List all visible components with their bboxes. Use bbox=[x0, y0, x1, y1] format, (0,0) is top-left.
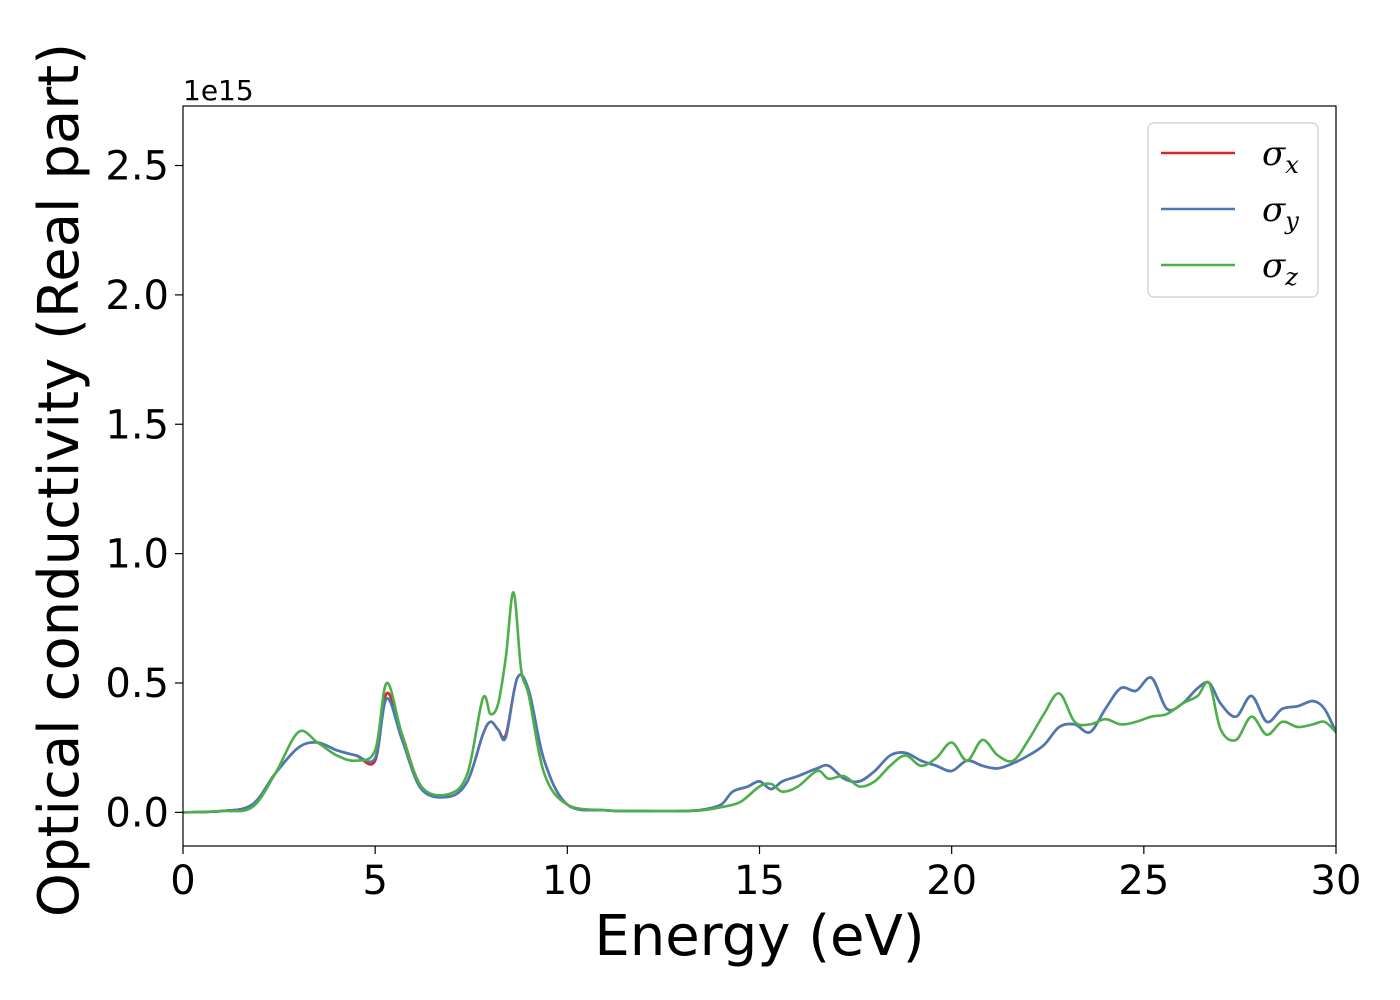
series-group bbox=[183, 591, 1336, 814]
x-tick-label: 20 bbox=[926, 858, 977, 904]
x-axis-label: Energy (eV) bbox=[594, 904, 924, 969]
x-tick-label: 15 bbox=[734, 858, 785, 904]
x-axis-ticks: 0 5 10 15 20 25 30 bbox=[170, 846, 1361, 904]
y-tick-label: 2.5 bbox=[105, 144, 169, 190]
y-tick-label: 2.0 bbox=[105, 273, 169, 319]
y-axis-ticks: 0.0 0.5 1.0 1.5 2.0 2.5 bbox=[105, 144, 183, 836]
series-line-y bbox=[183, 673, 1336, 814]
series-line-z bbox=[183, 591, 1336, 814]
series-line-x bbox=[183, 673, 1336, 814]
y-tick-label: 0.5 bbox=[105, 661, 169, 707]
legend-label-x: σx bbox=[1262, 134, 1299, 179]
x-tick-label: 0 bbox=[170, 858, 195, 904]
legend-label-z: σz bbox=[1262, 246, 1298, 291]
legend-label-y: σy bbox=[1262, 190, 1299, 235]
y-tick-label: 1.5 bbox=[105, 402, 169, 448]
x-tick-label: 10 bbox=[542, 858, 593, 904]
y-tick-label: 0.0 bbox=[105, 790, 169, 836]
x-tick-label: 25 bbox=[1118, 858, 1169, 904]
legend: σx σy σz bbox=[1147, 122, 1319, 298]
x-tick-label: 30 bbox=[1311, 858, 1362, 904]
y-offset-text: 1e15 bbox=[183, 74, 254, 107]
y-tick-label: 1.0 bbox=[105, 532, 169, 578]
x-tick-label: 5 bbox=[362, 858, 387, 904]
y-axis-label: Optical conductivity (Real part) bbox=[27, 43, 92, 917]
